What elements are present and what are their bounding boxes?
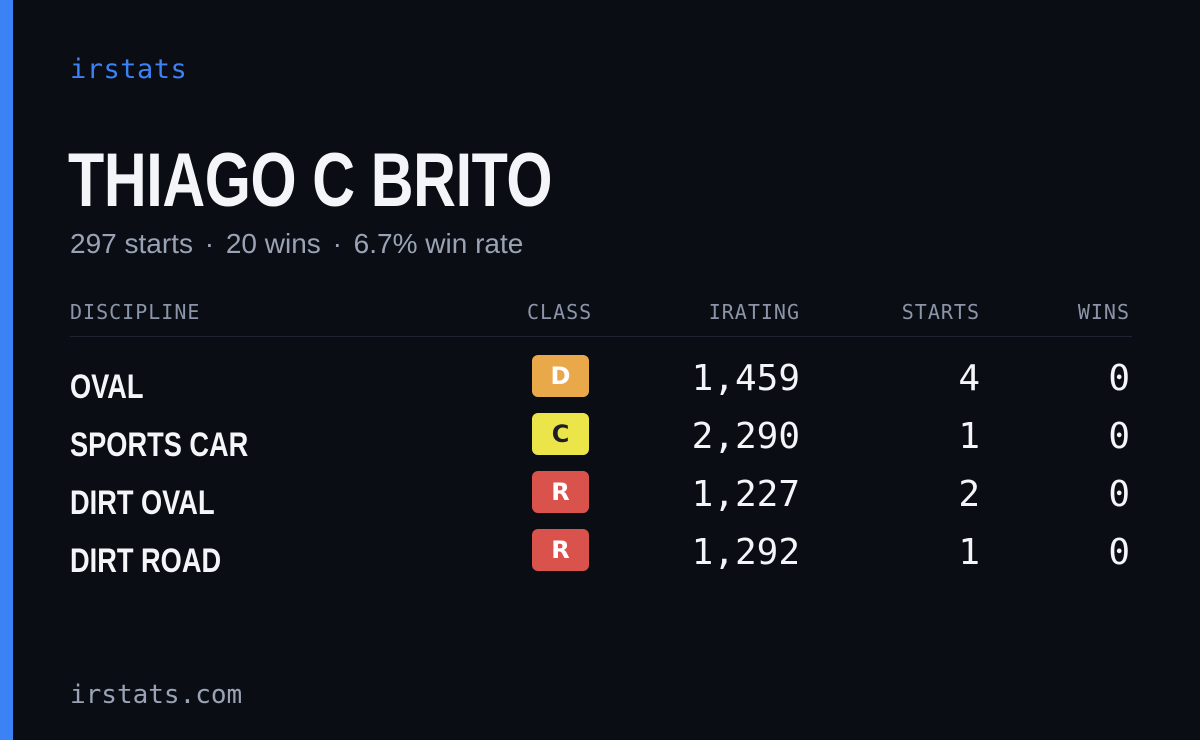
header-discipline: DISCIPLINE	[70, 300, 201, 324]
header-irating: IRATING	[708, 300, 800, 324]
discipline-name: OVAL	[70, 368, 144, 406]
table-row: DIRT ROAD R 1,292 1 0	[70, 529, 1132, 587]
wins-value: 0	[1108, 532, 1130, 573]
irating-value: 1,459	[691, 358, 800, 399]
wins-value: 0	[1108, 474, 1130, 515]
win-rate-summary: 6.7% win rate	[353, 228, 524, 259]
header-class: CLASS	[527, 300, 593, 324]
header-wins: WINS	[1077, 300, 1130, 324]
wins-summary: 20 wins	[225, 228, 321, 259]
table-row: OVAL D 1,459 4 0	[70, 355, 1132, 413]
wins-value: 0	[1108, 416, 1130, 457]
accent-bar	[0, 0, 13, 740]
discipline-name: SPORTS CAR	[70, 426, 249, 464]
discipline-table: DISCIPLINE CLASS IRATING STARTS WINS OVA…	[70, 296, 1132, 587]
table-header: DISCIPLINE CLASS IRATING STARTS WINS	[70, 296, 1132, 337]
brand-logo-text: irstats	[70, 54, 188, 85]
wins-value: 0	[1108, 358, 1130, 399]
starts-summary: 297 starts	[70, 228, 193, 259]
class-badge: R	[532, 471, 589, 513]
header-starts: STARTS	[901, 300, 980, 324]
driver-name: THIAGO C BRITO	[68, 138, 553, 223]
discipline-name: DIRT ROAD	[70, 542, 222, 580]
table-row: DIRT OVAL R 1,227 2 0	[70, 471, 1132, 529]
irating-value: 2,290	[691, 416, 800, 457]
discipline-name: DIRT OVAL	[70, 484, 215, 522]
class-badge: D	[532, 355, 589, 397]
starts-value: 1	[958, 416, 980, 457]
footer-url: irstats.com	[70, 680, 243, 710]
class-badge: C	[532, 413, 589, 455]
summary-separator: ·	[204, 228, 215, 259]
table-row: SPORTS CAR C 2,290 1 0	[70, 413, 1132, 471]
summary-separator: ·	[332, 228, 342, 259]
starts-value: 4	[958, 358, 980, 399]
starts-value: 2	[958, 474, 980, 515]
starts-value: 1	[958, 532, 980, 573]
driver-summary: 297 starts · 20 wins · 6.7% win rate	[70, 226, 523, 262]
irating-value: 1,227	[691, 474, 800, 515]
irating-value: 1,292	[691, 532, 800, 573]
table-body: OVAL D 1,459 4 0 SPORTS CAR C 2,290 1 0 …	[70, 337, 1132, 587]
class-badge: R	[532, 529, 589, 571]
